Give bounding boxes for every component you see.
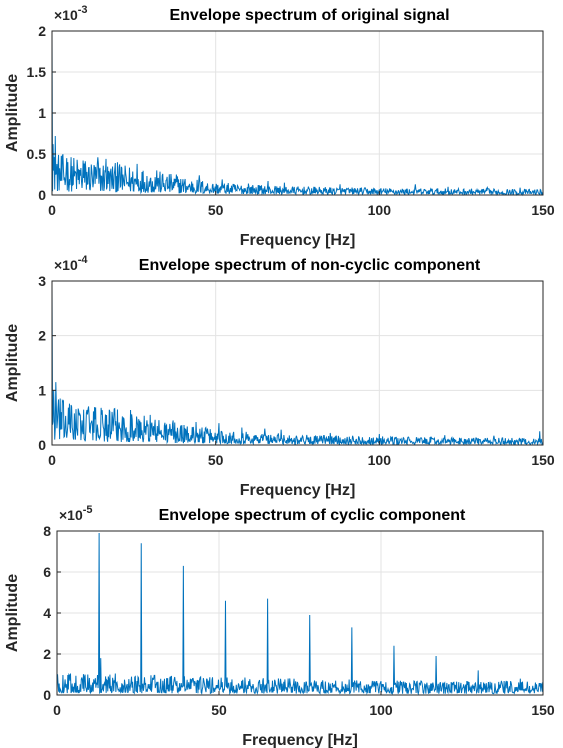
y-exponent-label: ×10-4	[54, 254, 88, 273]
series-line	[56, 533, 544, 696]
panel-non-cyclic-component: 0 50 100 150 0 1 2 3 Envelope spectrum of non-c…	[4, 254, 555, 499]
y-tick-label: 2	[43, 646, 51, 662]
chart-title: Envelope spectrum of original signal	[169, 7, 449, 24]
panel-original-signal: 0 50 100 150 0 0.5 1 1.5 2 Envelope spectrum of …	[4, 4, 555, 249]
y-tick-label: 4	[43, 605, 51, 621]
x-tick-label: 150	[531, 702, 555, 718]
series-line	[51, 32, 544, 197]
y-tick-label: 1	[38, 105, 46, 121]
x-tick-label: 50	[208, 452, 224, 468]
x-tick-label: 100	[368, 452, 392, 468]
plot-area	[52, 281, 543, 445]
chart-title: Envelope spectrum of cyclic component	[159, 507, 466, 524]
plot-frame	[51, 280, 544, 446]
y-exponent-label: ×10-5	[59, 504, 93, 523]
y-tick-label: 1	[38, 382, 46, 398]
panel-cyclic-component: 0 50 100 150 0 2 4 6 8 Envelope spectrum of cycl…	[4, 504, 555, 748]
x-tick-label: 100	[369, 702, 393, 718]
grid-lines	[52, 281, 543, 445]
x-tick-label: 100	[368, 202, 392, 218]
x-axis-label: Frequency [Hz]	[240, 482, 356, 499]
x-axis-label: Frequency [Hz]	[240, 232, 356, 249]
y-tick-label: 2	[38, 23, 46, 39]
y-tick-label: 0	[43, 687, 51, 703]
x-tick-label: 0	[48, 202, 56, 218]
tick-marks: 0 50 100 150 0 1 2 3	[38, 273, 555, 468]
grid-lines	[52, 31, 543, 195]
x-axis-label: Frequency [Hz]	[242, 732, 358, 748]
y-axis-label: Amplitude	[4, 574, 21, 652]
x-tick-label: 0	[53, 702, 61, 718]
y-tick-label: 0.5	[27, 146, 47, 162]
y-axis-label: Amplitude	[4, 74, 21, 152]
spectrum-line	[51, 283, 544, 447]
spectrum-line	[51, 32, 544, 197]
y-tick-label: 3	[38, 273, 46, 289]
y-tick-label: 0	[38, 437, 46, 453]
x-tick-label: 50	[208, 202, 224, 218]
y-tick-label: 0	[38, 187, 46, 203]
spectrum-line	[56, 533, 544, 696]
tick-marks: 0 50 100 150 0 0.5 1 1.5 2	[27, 23, 555, 218]
grid-lines	[57, 531, 543, 695]
y-tick-label: 2	[38, 328, 46, 344]
y-exponent-label: ×10-3	[54, 4, 88, 23]
y-tick-label: 6	[43, 564, 51, 580]
x-tick-label: 150	[531, 202, 555, 218]
y-axis-label: Amplitude	[4, 324, 21, 402]
chart-title: Envelope spectrum of non-cyclic componen…	[139, 257, 481, 274]
tick-marks: 0 50 100 150 0 2 4 6 8	[43, 523, 555, 718]
x-tick-label: 150	[531, 452, 555, 468]
x-tick-label: 50	[211, 702, 227, 718]
y-tick-label: 1.5	[27, 64, 47, 80]
y-tick-label: 8	[43, 523, 51, 539]
series-line	[51, 283, 544, 447]
x-tick-label: 0	[48, 452, 56, 468]
